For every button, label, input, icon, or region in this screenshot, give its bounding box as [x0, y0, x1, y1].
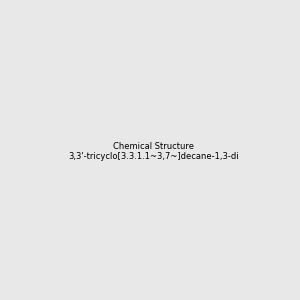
Text: Chemical Structure
3,3'-tricyclo[3.3.1.1~3,7~]decane-1,3-di: Chemical Structure 3,3'-tricyclo[3.3.1.1… — [68, 142, 239, 161]
